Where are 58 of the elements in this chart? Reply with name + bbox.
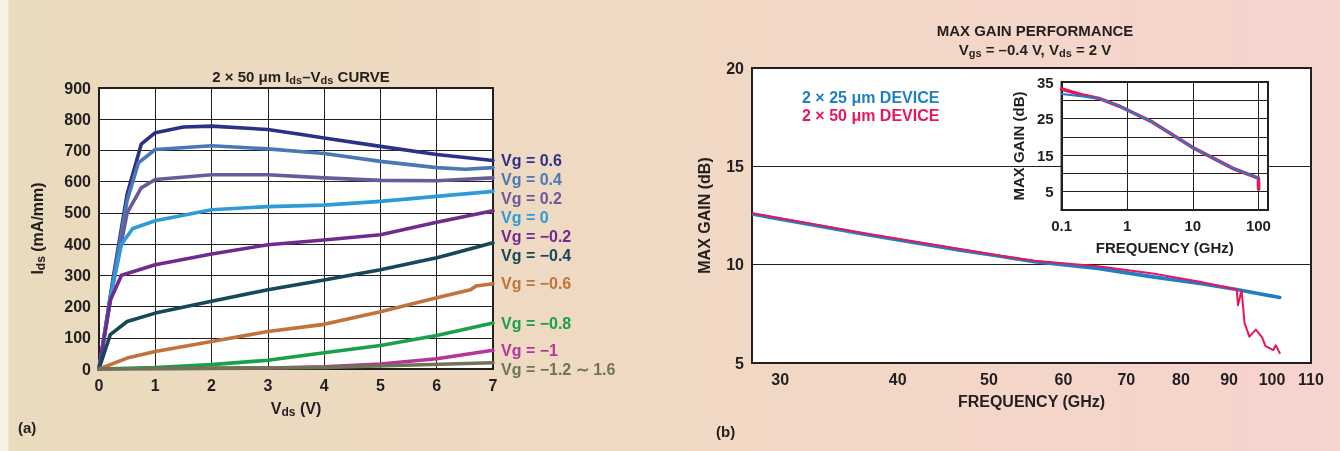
- x-tick-label: 50: [979, 370, 998, 388]
- x-tick-label: 70: [1117, 370, 1136, 388]
- series-label: Vg = −0.4: [501, 246, 572, 264]
- x-tick-label: 1: [1123, 217, 1132, 234]
- x-tick-label: 30: [771, 370, 790, 388]
- x-tick-label: 100: [1258, 370, 1286, 388]
- series-label: Vg = −0.2: [501, 227, 572, 245]
- x-tick-label: 2: [207, 376, 217, 394]
- x-tick-label: 3: [263, 376, 273, 394]
- y-tick-label: 300: [64, 266, 92, 284]
- series-label: Vg = −0.6: [501, 275, 572, 293]
- text: 2 × 50 μm DEVICE: [802, 106, 940, 124]
- y-tick-label: 5: [1045, 183, 1054, 201]
- series-label: Vg = −0.8: [501, 314, 572, 332]
- text: (a): [18, 419, 37, 436]
- y-tick-label: 5: [735, 354, 745, 372]
- x-tick-label: 90: [1220, 370, 1239, 388]
- y-tick-label: 700: [64, 141, 92, 159]
- series-label: Vg = 0.4: [501, 170, 563, 188]
- y-axis-title: Ids (mA/mm): [29, 182, 48, 275]
- x-tick-label: 40: [888, 370, 907, 388]
- y-axis-title: MAX GAIN (dB): [695, 157, 713, 274]
- y-tick-label: 800: [64, 110, 92, 128]
- x-tick-label: 5: [375, 376, 385, 394]
- y-tick-label: 20: [726, 59, 745, 77]
- x-tick-label: 6: [432, 376, 442, 394]
- series-label: Vg = 0.2: [501, 189, 563, 207]
- series-label: Vg = −1.2 ∼ 1.6: [501, 360, 616, 378]
- x-axis-title: FREQUENCY (GHz): [1095, 239, 1234, 256]
- y-tick-label: 600: [64, 173, 92, 191]
- y-tick-label: 10: [726, 256, 745, 274]
- x-axis-title: FREQUENCY (GHz): [957, 392, 1106, 410]
- x-tick-label: 1: [150, 376, 160, 394]
- x-tick-label: 80: [1172, 370, 1190, 388]
- y-tick-label: 200: [64, 298, 92, 316]
- series-label: Vg = 0.6: [501, 151, 563, 169]
- text: (b): [716, 423, 736, 440]
- series-label: Vg = 0: [501, 208, 549, 226]
- y-tick-label: 15: [726, 157, 745, 175]
- x-tick-label: 100: [1245, 217, 1271, 234]
- y-tick-label: 100: [64, 329, 92, 347]
- chart-title: MAX GAIN PERFORMANCE: [936, 22, 1134, 39]
- y-tick-label: 15: [1036, 146, 1054, 164]
- y-tick-label: 900: [64, 79, 92, 97]
- x-tick-label: 60: [1054, 370, 1073, 388]
- y-tick-label: 35: [1036, 73, 1054, 91]
- x-tick-label: 10: [1184, 217, 1202, 234]
- x-tick-label: 0: [94, 376, 104, 394]
- y-tick-label: 500: [64, 204, 92, 222]
- x-tick-label: 110: [1298, 370, 1325, 388]
- x-tick-label: 0.1: [1051, 217, 1073, 234]
- x-tick-label: 4: [319, 376, 329, 394]
- text: 2 × 25 μm DEVICE: [802, 88, 940, 106]
- series-label: Vg = −1: [501, 341, 559, 359]
- y-tick-label: 400: [64, 235, 92, 253]
- x-tick-label: 7: [488, 376, 498, 394]
- y-tick-label: 25: [1036, 110, 1054, 128]
- y-axis-title: MAX GAIN (dB): [1010, 91, 1027, 201]
